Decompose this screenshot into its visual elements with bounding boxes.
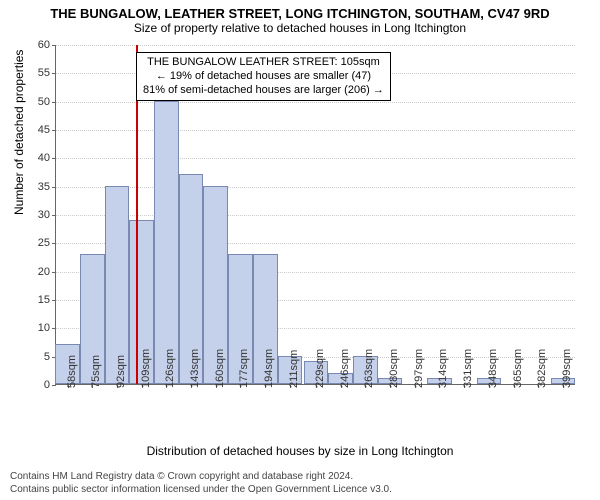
y-tick-mark [52,272,56,273]
footer-attribution: Contains HM Land Registry data © Crown c… [10,471,392,496]
y-tick-mark [52,215,56,216]
y-tick-mark [52,158,56,159]
x-tick-label: 126sqm [164,349,176,388]
x-axis-label: Distribution of detached houses by size … [0,444,600,458]
x-tick-label: 177sqm [238,349,250,388]
y-tick-label: 10 [38,322,50,334]
histogram-chart: 05101520253035404550556058sqm75sqm92sqm1… [55,45,575,415]
y-axis-label: Number of detached properties [12,50,26,215]
y-tick-mark [52,385,56,386]
gridline [56,102,575,103]
x-tick-label: 160sqm [214,349,226,388]
x-tick-label: 263sqm [363,349,375,388]
x-tick-label: 314sqm [437,349,449,388]
gridline [56,187,575,188]
annotation-line-2: ← 19% of detached houses are smaller (47… [143,70,384,84]
x-tick-label: 143sqm [189,349,201,388]
x-tick-label: 331sqm [462,349,474,388]
y-tick-label: 45 [38,124,50,136]
footer-line-1: Contains HM Land Registry data © Crown c… [10,471,392,484]
y-tick-label: 0 [44,379,50,391]
x-tick-label: 194sqm [263,349,275,388]
x-tick-label: 58sqm [66,355,78,388]
y-tick-label: 55 [38,67,50,79]
page-title: THE BUNGALOW, LEATHER STREET, LONG ITCHI… [0,0,600,21]
x-tick-label: 109sqm [140,349,152,388]
y-tick-label: 15 [38,294,50,306]
y-tick-label: 30 [38,209,50,221]
annotation-line-3: 81% of semi-detached houses are larger (… [143,84,384,98]
x-tick-label: 399sqm [561,349,573,388]
y-tick-mark [52,130,56,131]
x-tick-label: 211sqm [288,350,300,388]
y-tick-label: 60 [38,39,50,51]
gridline [56,158,575,159]
y-tick-mark [52,187,56,188]
gridline [56,130,575,131]
y-tick-label: 40 [38,152,50,164]
y-tick-mark [52,243,56,244]
x-tick-label: 382sqm [536,349,548,388]
y-tick-label: 5 [44,351,50,363]
y-tick-label: 50 [38,96,50,108]
y-tick-label: 20 [38,266,50,278]
y-tick-label: 25 [38,237,50,249]
y-tick-mark [52,73,56,74]
y-tick-label: 35 [38,181,50,193]
y-tick-mark [52,300,56,301]
x-tick-label: 280sqm [388,349,400,388]
y-tick-mark [52,328,56,329]
gridline [56,215,575,216]
footer-line-2: Contains public sector information licen… [10,484,392,497]
annotation-line-1: THE BUNGALOW LEATHER STREET: 105sqm [143,56,384,70]
x-tick-label: 246sqm [339,349,351,388]
x-tick-label: 92sqm [115,355,127,388]
x-tick-label: 348sqm [487,349,499,388]
annotation-box: THE BUNGALOW LEATHER STREET: 105sqm ← 19… [136,52,391,101]
plot-area: 05101520253035404550556058sqm75sqm92sqm1… [55,45,575,385]
histogram-bar [154,101,179,384]
x-tick-label: 365sqm [512,349,524,388]
y-tick-mark [52,102,56,103]
x-tick-label: 75sqm [90,355,102,388]
x-tick-label: 297sqm [413,349,425,388]
page-subtitle: Size of property relative to detached ho… [0,21,600,37]
y-tick-mark [52,45,56,46]
x-tick-label: 229sqm [314,349,326,388]
gridline [56,45,575,46]
